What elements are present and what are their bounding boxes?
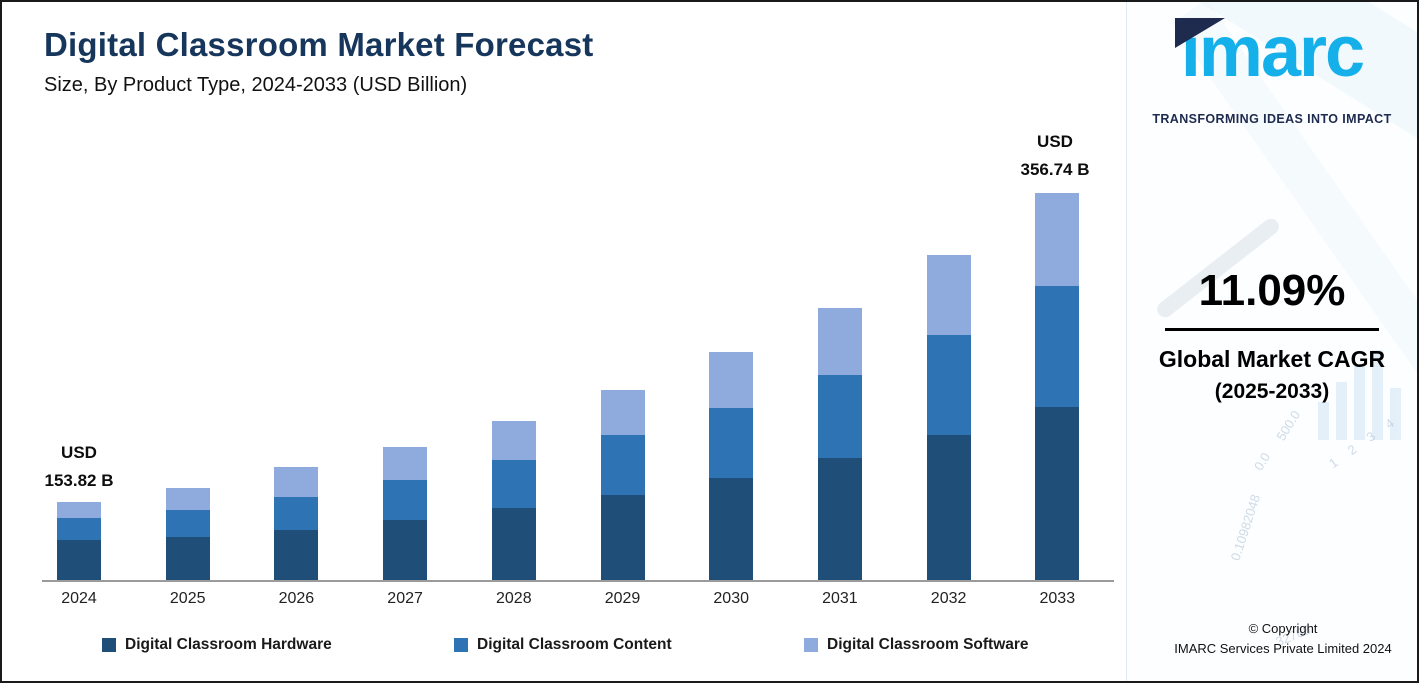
bar-segment: [709, 478, 754, 580]
legend-swatch-icon: [102, 638, 116, 652]
legend-label: Digital Classroom Content: [477, 636, 672, 653]
bar-segment: [926, 334, 971, 435]
bar-segment: [491, 460, 536, 508]
bar-segment: [383, 520, 428, 580]
bar-segment: [817, 307, 862, 375]
watermark-number: 0.0: [1250, 449, 1274, 474]
bar-segment: [1035, 286, 1080, 407]
x-axis-label: 2028: [496, 590, 532, 607]
legend-swatch-icon: [454, 638, 468, 652]
legend-item: Digital Classroom Hardware: [102, 636, 332, 654]
bar-segment: [1035, 193, 1080, 286]
chart-legend: Digital Classroom Hardware Digital Classr…: [2, 636, 1122, 662]
bar-segment: [926, 434, 971, 580]
copyright-line2: IMARC Services Private Limited 2024: [1174, 640, 1392, 656]
bar-2029: [600, 389, 645, 580]
bar-segment: [709, 352, 754, 408]
annotation-2033: USD 356.74 B: [993, 128, 1117, 184]
bar-segment: [165, 537, 210, 580]
decorative-mini-bar-chart: [1318, 350, 1401, 440]
x-axis-label: 2026: [278, 590, 315, 607]
imarc-logo: imarc: [1127, 16, 1417, 88]
x-axis-label: 2027: [387, 590, 423, 607]
x-axis-label: 2030: [713, 590, 749, 607]
x-axis-label: 2033: [1039, 590, 1076, 607]
bar-2032: [926, 254, 971, 580]
bar-2028: [491, 420, 536, 580]
bar-segment: [383, 480, 428, 520]
x-axis-label: 2032: [930, 590, 967, 607]
branding-panel: 500.0 0.0 1 2 3 4 0.10982048 32768 imarc…: [1126, 2, 1417, 681]
bar-segment: [165, 488, 210, 510]
x-axis-labels: 2024 2025 2026 2027 2028 2029 2030 2031 2032 2033: [42, 590, 1114, 614]
copyright-line1: © Copyright: [1248, 620, 1318, 636]
bar-segment: [817, 374, 862, 458]
watermark-number: 500.0: [1273, 407, 1304, 444]
bar-segment: [600, 389, 645, 435]
legend-item: Digital Classroom Software: [804, 636, 1029, 654]
logo-triangle-icon: [1174, 18, 1225, 48]
legend-label: Digital Classroom Software: [827, 636, 1029, 653]
bar-segment: [491, 420, 536, 460]
bar-segment: [600, 494, 645, 580]
bar-segment: [274, 466, 319, 497]
bar-segment: [709, 408, 754, 478]
watermark-number: 0.10982048: [1227, 492, 1264, 563]
copyright-notice: © Copyright IMARC Services Private Limit…: [1157, 619, 1409, 659]
cagr-value: 11.09%: [1198, 266, 1346, 315]
annotation-2033-line2: 356.74 B: [1020, 160, 1090, 180]
x-axis-label: 2029: [604, 590, 641, 607]
legend-label: Digital Classroom Hardware: [125, 636, 332, 653]
legend-item: Digital Classroom Content: [454, 636, 672, 654]
annotation-2033-line1: USD: [1037, 132, 1073, 151]
cagr-label: Global Market CAGR: [1158, 346, 1386, 372]
bar-2025: [165, 488, 210, 580]
page-subtitle: Size, By Product Type, 2024-2033 (USD Bi…: [44, 74, 468, 96]
chart-panel: Digital Classroom Market Forecast Size, …: [2, 2, 1126, 681]
cagr-period: (2025-2033): [1214, 380, 1330, 403]
bar-segment: [491, 508, 536, 580]
bar-2026: [274, 466, 319, 580]
x-axis-label: 2025: [169, 590, 206, 607]
bar-segment: [165, 510, 210, 537]
logo-tagline: TRANSFORMING IDEAS INTO IMPACT: [1152, 112, 1392, 126]
bar-segment: [1035, 407, 1080, 580]
bar-segment: [57, 501, 101, 518]
bar-segment: [57, 540, 101, 580]
annotation-2024-line1: USD: [61, 443, 97, 462]
bar-segment: [274, 530, 319, 580]
bar-segment: [274, 497, 319, 530]
bar-2033: [1035, 193, 1080, 580]
bar-2024: [57, 501, 101, 580]
bar-2027: [383, 447, 428, 580]
bar-segment: [926, 254, 971, 335]
x-axis-label: 2024: [61, 590, 97, 607]
bar-segment: [600, 434, 645, 495]
legend-swatch-icon: [804, 638, 818, 652]
bar-2030: [709, 352, 754, 580]
annotation-2024: USD 153.82 B: [17, 439, 141, 495]
page-title: Digital Classroom Market Forecast: [44, 26, 594, 63]
bar-2031: [817, 307, 862, 580]
bar-segment: [383, 447, 428, 480]
stacked-bar-chart: [42, 152, 1114, 582]
bar-segment: [817, 457, 862, 580]
x-axis-label: 2031: [822, 590, 858, 607]
annotation-2024-line2: 153.82 B: [44, 471, 114, 491]
bar-segment: [57, 518, 101, 540]
cagr-underline: [1165, 328, 1379, 331]
